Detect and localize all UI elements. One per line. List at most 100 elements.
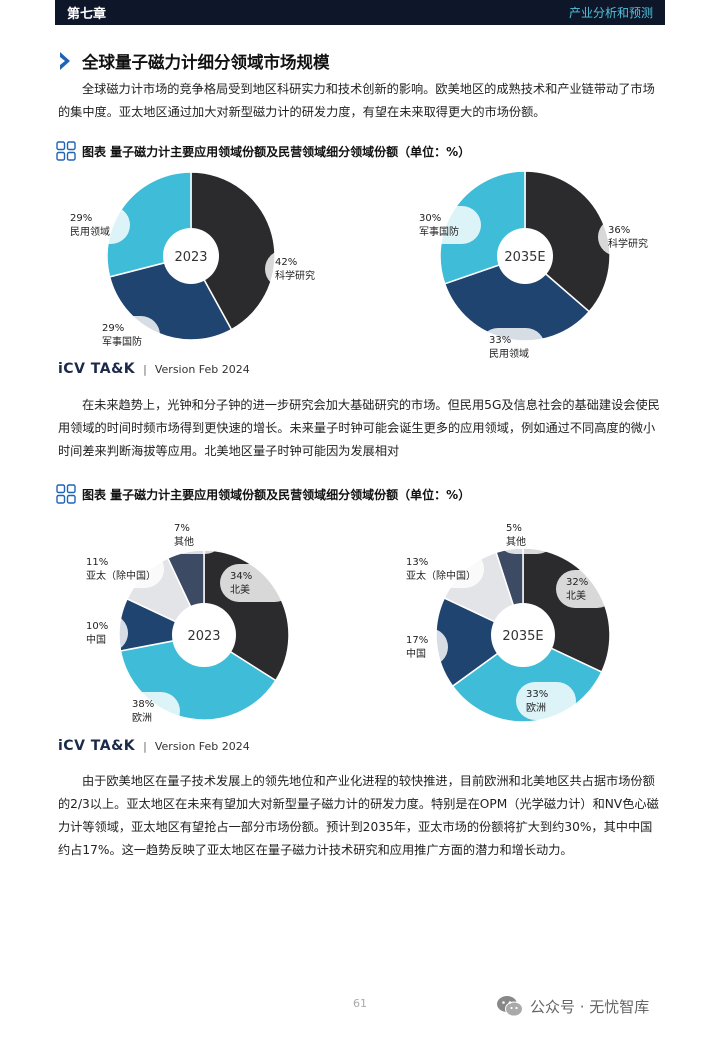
figure-1-caption-text: 图表 量子磁力计主要应用领域份额及民营领域细分领域份额（单位：%） [82, 144, 471, 159]
slice-label-3: 11%亚太（除中国） [76, 550, 164, 588]
wechat-icon [497, 996, 523, 1017]
label-bubble [60, 206, 130, 244]
brand-version: Version Feb 2024 [154, 739, 250, 753]
slice-label-4: 5%其他 [496, 516, 556, 554]
slice-percent: 36% [608, 225, 630, 236]
slice-label-0: 36%科学研究 [598, 218, 672, 256]
slice-category: 亚太（除中国） [86, 569, 156, 582]
slice-percent: 29% [70, 213, 92, 224]
chapter-label: 第七章 [67, 7, 107, 22]
paragraph-3: 由于欧美地区在量子技术发展上的领先地位和产业化进程的较快推进，目前欧洲和北美地区… [58, 774, 659, 857]
pie-center-label: 2023 [187, 629, 220, 644]
slice-label-2: 10%中国 [76, 614, 128, 652]
slice-label-3: 13%亚太（除中国） [396, 550, 484, 588]
slice-label-1: 29%军事国防 [92, 316, 160, 354]
slice-percent: 42% [275, 257, 297, 268]
figure-2-caption-text: 图表 量子磁力计主要应用领域份额及民营领域细分领域份额（单位：%） [82, 487, 471, 502]
slice-percent: 13% [406, 557, 428, 568]
slice-percent: 10% [86, 621, 108, 632]
pie-center-hole [497, 228, 553, 284]
slice-category: 北美 [566, 589, 586, 602]
label-bubble [76, 550, 164, 588]
slice-label-0: 34%北美 [220, 564, 294, 602]
brand-separator: | [143, 362, 147, 376]
watermark: 公众号 · 无忧智库 [496, 994, 649, 1018]
slice-category: 军事国防 [102, 335, 142, 348]
grid-icon [56, 141, 76, 161]
pie-chart-2035-application: 36%科学研究 33%民用领域 30%军事国防 2035E [409, 170, 672, 366]
label-bubble [164, 516, 224, 554]
slice-category: 欧洲 [526, 702, 546, 714]
slice-percent: 17% [406, 635, 428, 646]
slice-category: 军事国防 [419, 225, 459, 238]
label-bubble [598, 218, 672, 256]
slice-label-2: 29%民用领域 [60, 206, 130, 244]
label-bubble [516, 682, 576, 720]
label-bubble [556, 570, 616, 608]
watermark-text: 公众号 · 无忧智库 [530, 997, 650, 1016]
slice-percent: 32% [566, 577, 588, 588]
slice-label-1: 33% 欧洲 [516, 682, 576, 720]
chevron-right-icon [60, 52, 70, 70]
paragraph-1: 全球磁力计市场的竞争格局受到地区科研实力和技术创新的影响。欧美地区的成熟技术和产… [58, 82, 655, 119]
slice-category: 其他 [506, 535, 526, 548]
slice-label-2: 30%军事国防 [409, 206, 481, 244]
pie-chart-2035-region: 32%北美 33% 欧洲 17%中国 13%亚太（除中国） 5%其他 2035E [396, 516, 616, 723]
label-bubble [76, 614, 128, 652]
pie-center-label: 2035E [504, 250, 545, 265]
section-label: 产业分析和预测 [568, 6, 653, 20]
grid-icon [56, 484, 76, 504]
slice-label-1: 33%民用领域 [479, 328, 545, 366]
slice-percent: 30% [419, 213, 441, 224]
slice-category: 科学研究 [608, 237, 648, 250]
label-bubble [479, 328, 545, 366]
pie-center-label: 2023 [174, 250, 207, 265]
slice-percent: 11% [86, 557, 108, 568]
pie-center-hole [491, 603, 555, 667]
slice-category: 科学研究 [275, 269, 315, 282]
page-header: 第七章 产业分析和预测 [55, 0, 665, 25]
slice-category: 中国 [406, 647, 426, 660]
brand-separator: | [143, 739, 147, 753]
pie-center-label: 2035E [502, 629, 543, 644]
brand-version: Version Feb 2024 [154, 362, 250, 376]
pie-center-hole [163, 228, 219, 284]
pie-slice-0 [190, 171, 276, 331]
brand-footer-1: iCV TA&K | Version Feb 2024 [58, 359, 250, 379]
brand-footer-2: iCV TA&K | Version Feb 2024 [58, 736, 250, 756]
label-bubble [92, 316, 160, 354]
label-bubble [396, 550, 484, 588]
label-bubble [409, 206, 481, 244]
page-number: 61 [353, 997, 367, 1010]
label-bubble [496, 516, 556, 554]
figure-1-caption: 图表 量子磁力计主要应用领域份额及民营领域细分领域份额（单位：%） [56, 139, 470, 163]
section-title-row: 全球量子磁力计细分领域市场规模 [58, 48, 330, 74]
slice-percent: 33% [526, 689, 548, 700]
slice-category: 其他 [174, 535, 194, 548]
slice-label-1: 38% 欧洲 [122, 692, 180, 730]
pie-center-hole [172, 603, 236, 667]
slice-percent: 29% [102, 323, 124, 334]
page-title: 全球量子磁力计细分领域市场规模 [82, 53, 330, 72]
slice-percent: 5% [506, 523, 522, 534]
slice-percent: 7% [174, 523, 190, 534]
label-bubble [220, 564, 294, 602]
pie-slice-0 [524, 170, 611, 313]
slice-label-0: 42%科学研究 [265, 250, 329, 288]
brand-logo: iCV TA&K [58, 361, 136, 377]
slice-percent: 33% [489, 335, 511, 346]
slice-label-0: 32%北美 [556, 570, 616, 608]
brand-logo: iCV TA&K [58, 738, 136, 754]
slice-label-2: 17%中国 [396, 628, 448, 666]
paragraph-2: 在未来趋势上，光钟和分子钟的进一步研究会加大基础研究的市场。但民用5G及信息社会… [58, 398, 660, 458]
figure-2-caption: 图表 量子磁力计主要应用领域份额及民营领域细分领域份额（单位：%） [56, 482, 470, 506]
slice-category: 民用领域 [70, 225, 110, 238]
slice-percent: 38% [132, 699, 154, 710]
slice-category: 民用领域 [489, 347, 529, 360]
slice-category: 中国 [86, 633, 106, 646]
slice-category: 亚太（除中国） [406, 569, 476, 582]
slice-label-4: 7%其他 [164, 516, 224, 554]
slice-category: 欧洲 [132, 712, 152, 724]
